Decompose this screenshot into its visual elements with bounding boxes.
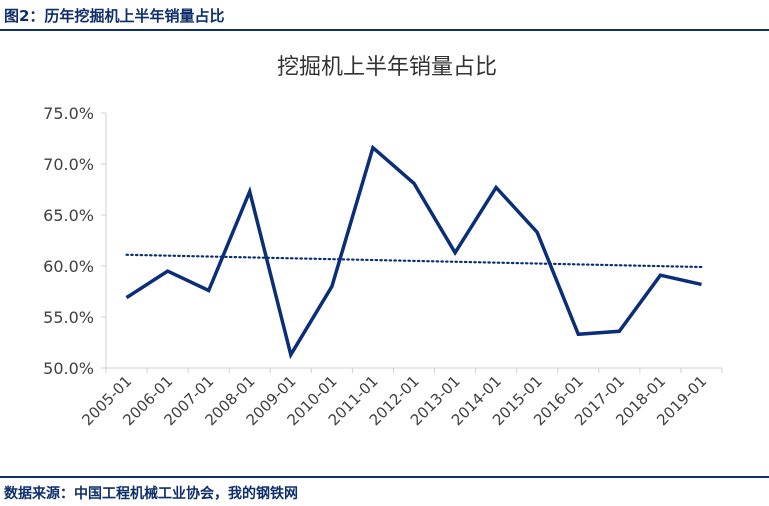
- chart-title: 挖掘机上半年销量占比: [277, 55, 497, 80]
- trendline: [125, 253, 703, 269]
- x-axis: 2005-012006-012007-012008-012009-012010-…: [78, 367, 723, 429]
- footer-divider: [0, 476, 769, 478]
- line-chart: 挖掘机上半年销量占比 50.0% 55.0% 60.0% 65.0% 70.0% 75.0…: [43, 55, 723, 429]
- y-tick-label: 70.0%: [43, 155, 94, 174]
- figure-title: 图2：历年挖掘机上半年销量占比: [4, 7, 225, 25]
- series-line: [125, 144, 702, 360]
- y-tick-label: 75.0%: [43, 104, 94, 123]
- figure-header: 图2：历年挖掘机上半年销量占比: [0, 0, 769, 30]
- y-axis: 50.0% 55.0% 60.0% 65.0% 70.0% 75.0%: [43, 104, 107, 378]
- y-tick-label: 55.0%: [43, 308, 94, 327]
- series-line-group: [125, 144, 702, 360]
- y-tick-label: 50.0%: [43, 359, 94, 378]
- y-tick-label: 65.0%: [43, 206, 94, 225]
- source-note: 数据来源：中国工程机械工业协会，我的钢铁网: [4, 486, 298, 502]
- y-tick-label: 60.0%: [43, 257, 94, 276]
- linear-trendline: [125, 253, 703, 269]
- header-divider: [0, 29, 769, 31]
